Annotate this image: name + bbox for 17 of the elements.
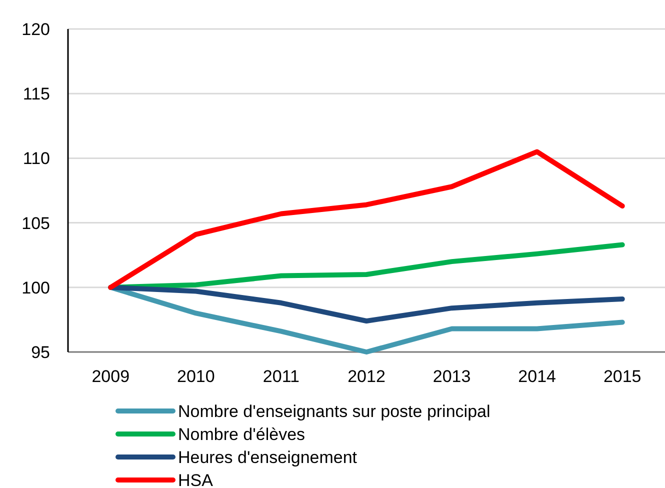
y-tick-label: 120 [22, 20, 50, 39]
x-tick-label: 2014 [518, 367, 556, 386]
y-tick-label: 100 [22, 278, 50, 298]
x-tick-label: 2011 [262, 367, 300, 386]
x-tick-label: 2010 [177, 367, 215, 386]
x-tick-label: 2015 [603, 367, 642, 386]
y-tick-label: 115 [22, 84, 50, 104]
y-tick-label: 95 [31, 342, 50, 362]
y-tick-label: 110 [22, 149, 50, 168]
x-tick-label: 2013 [432, 367, 471, 386]
legend-label: HSA [178, 470, 214, 488]
x-tick-label: 2009 [92, 367, 130, 386]
legend-label: Nombre d'enseignants sur poste principal [178, 402, 490, 421]
legend-label: Heures d'enseignement [178, 448, 358, 467]
legend-label: Nombre d'élèves [178, 424, 306, 444]
y-tick-label: 105 [22, 214, 50, 233]
x-tick-label: 2012 [348, 367, 386, 386]
